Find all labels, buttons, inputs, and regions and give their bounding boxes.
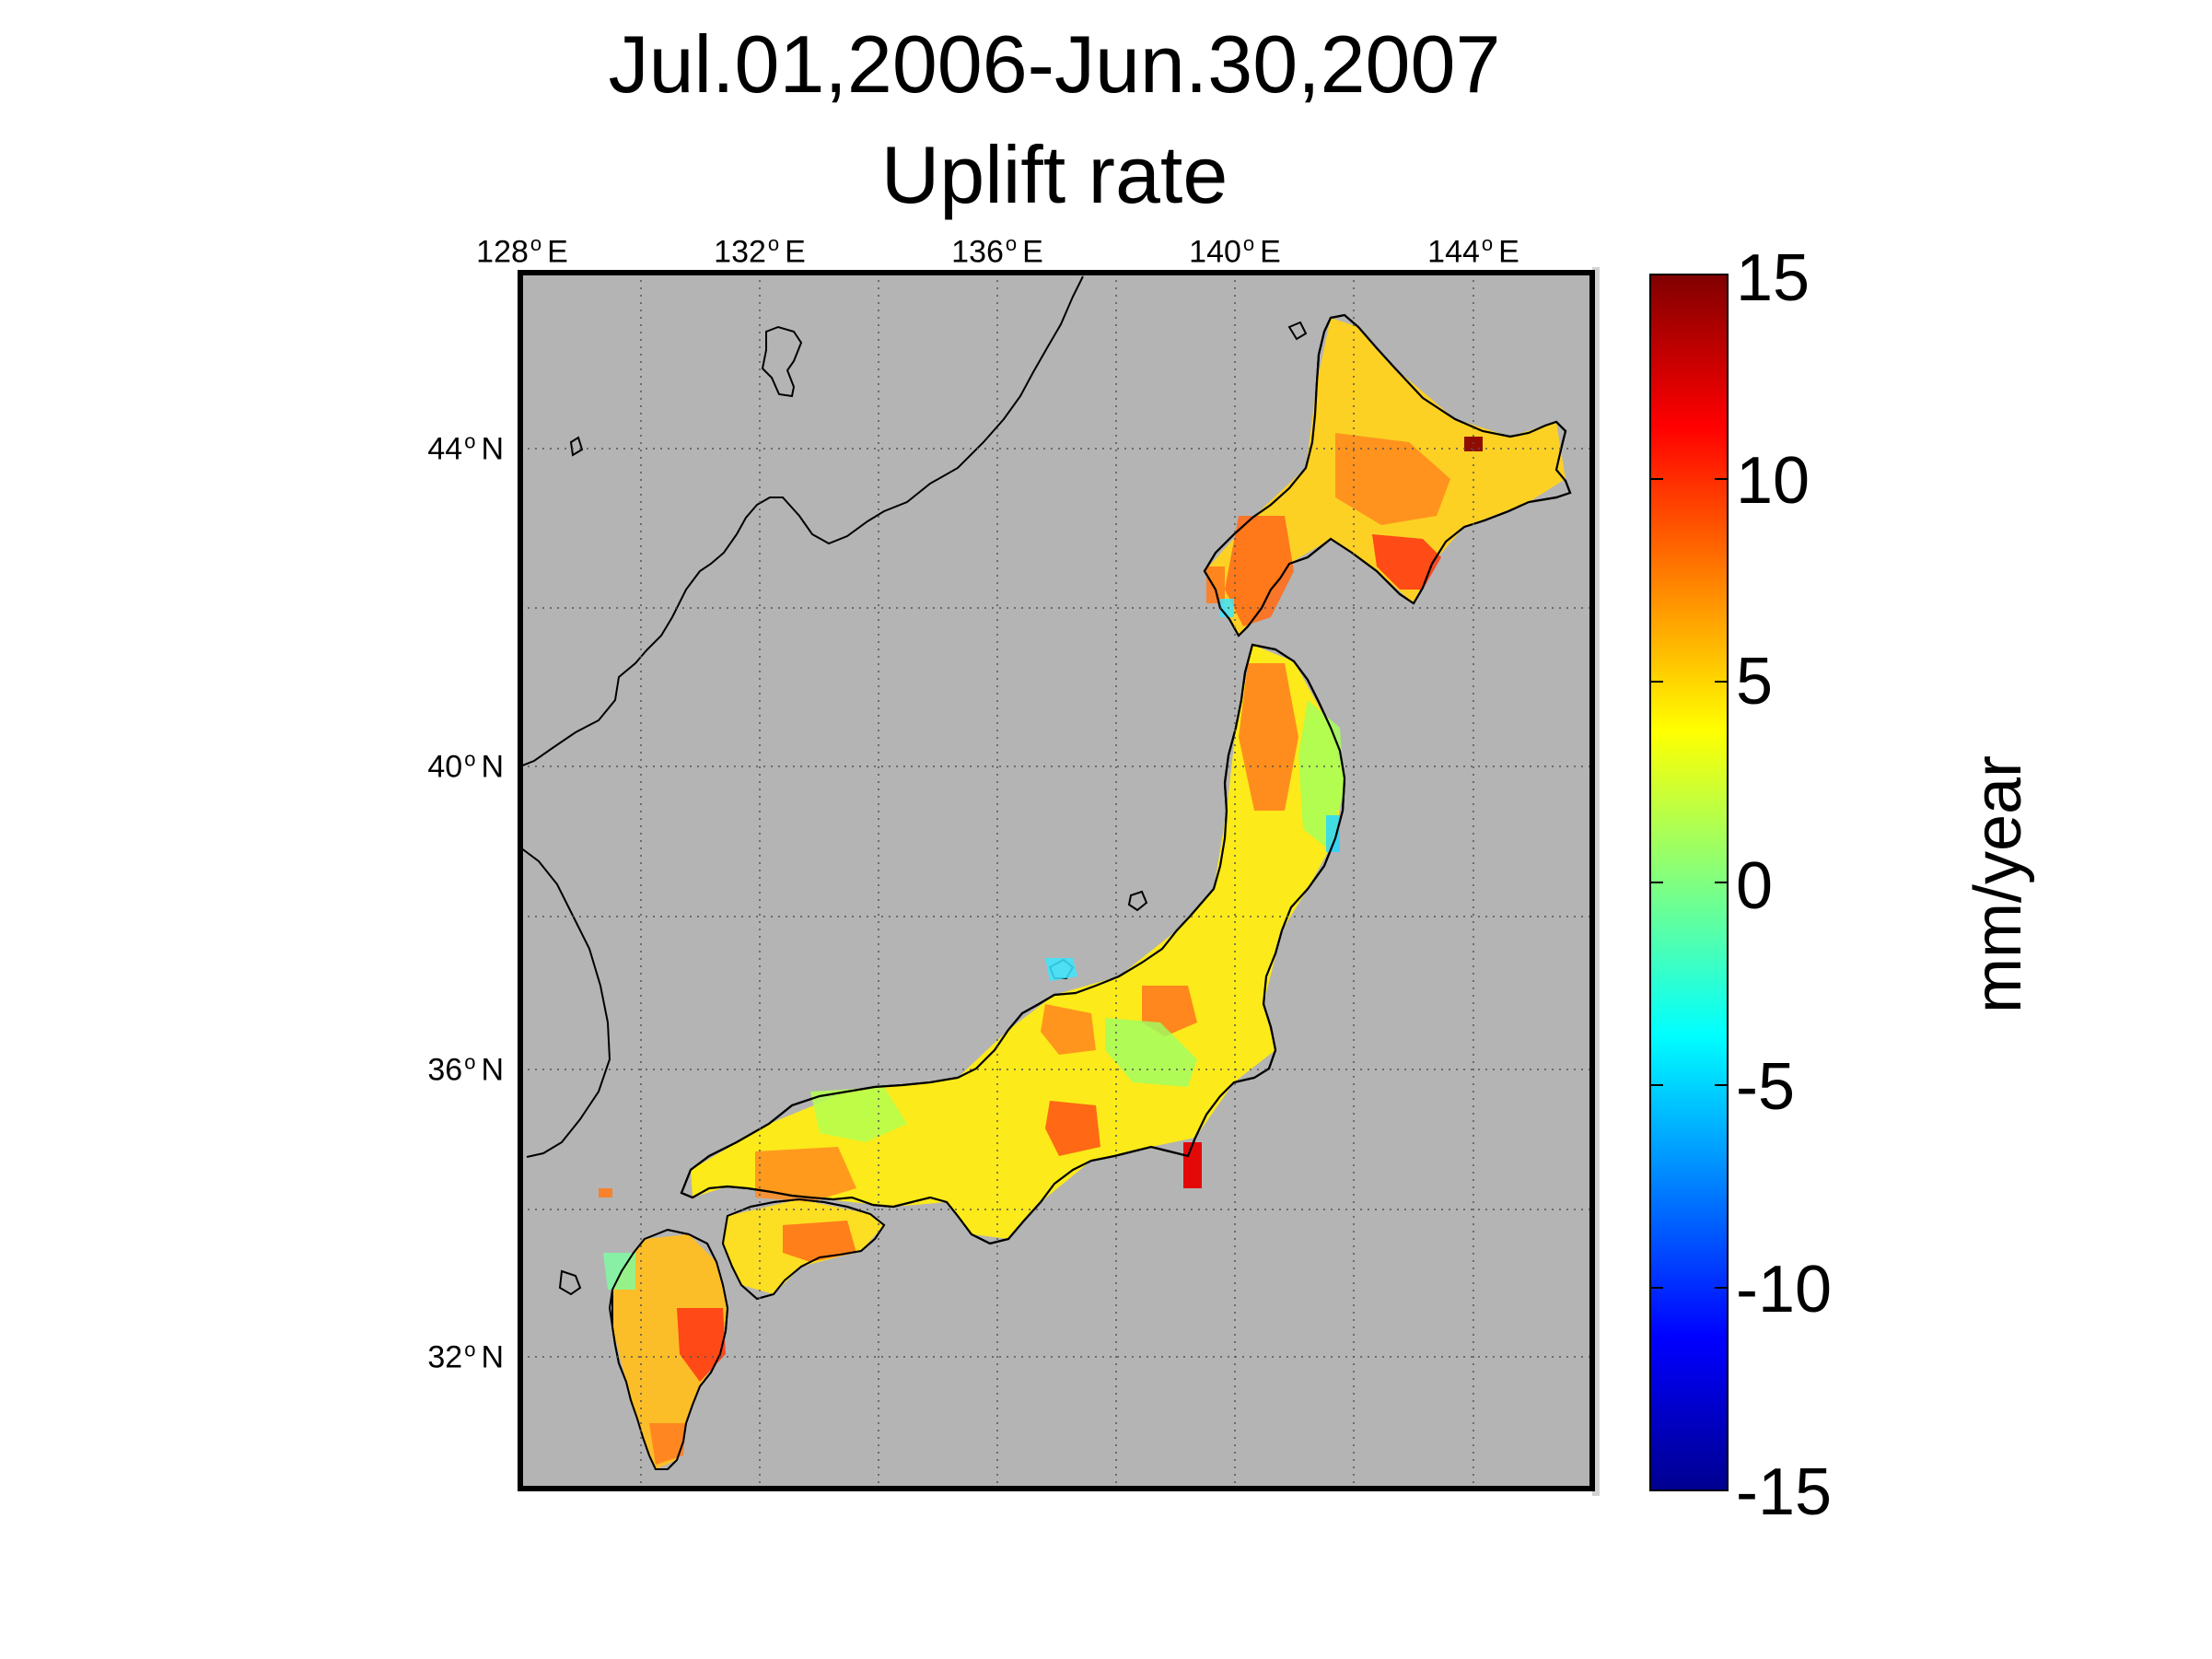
uplift-patch	[649, 1423, 686, 1465]
uplift-patch	[599, 1188, 612, 1198]
kyushu-coastline	[611, 1228, 729, 1470]
degree-mark: o	[464, 1050, 476, 1074]
colorbar-tick-label: 10	[1736, 444, 1810, 518]
degree-mark: o	[1242, 232, 1255, 255]
uplift-raster	[599, 318, 1566, 1469]
lon-tick-136: 136o E	[951, 232, 1043, 270]
uplift-patch	[1239, 663, 1298, 811]
lon-tick-hemisphere: E	[1498, 234, 1519, 270]
uplift-patch	[1225, 516, 1294, 626]
lon-tick-132: 132o E	[714, 232, 806, 270]
uplift-patch	[1220, 599, 1234, 617]
lat-tick-36: 36o N	[427, 1050, 504, 1088]
colorbar-ticks	[1650, 478, 1728, 1289]
island-coastline	[569, 436, 584, 457]
uplift-patch	[783, 1221, 856, 1262]
graticule	[520, 273, 1592, 1489]
lon-tick-hemisphere: E	[1022, 234, 1043, 270]
uplift-patch	[1326, 815, 1340, 852]
map-edge-shade	[1592, 267, 1600, 1496]
degree-mark: o	[1481, 232, 1494, 255]
island-coastline	[1287, 321, 1308, 341]
uplift-patch	[1206, 567, 1225, 603]
uplift-patch	[691, 645, 1345, 1239]
shikoku-coastline	[721, 1198, 886, 1301]
colorbar-unit-label: mm/year	[1962, 754, 2036, 1014]
lat-tick-hemisphere: N	[481, 749, 504, 785]
lat-tick-40: 40o N	[427, 747, 504, 785]
lon-tick-hemisphere: E	[1260, 234, 1281, 270]
uplift-patch	[755, 1147, 856, 1202]
uplift-patch	[612, 1234, 728, 1469]
colorbar-tick-label: 0	[1736, 849, 1774, 923]
lat-tick-44: 44o N	[427, 429, 504, 467]
island-coastline	[1127, 890, 1148, 912]
lon-tick-value: 128	[476, 234, 529, 270]
lat-tick-value: 32	[427, 1339, 463, 1375]
colorbar-tick-label: -10	[1736, 1253, 1833, 1326]
uplift-patch	[1372, 534, 1441, 590]
uplift-patch	[1183, 1142, 1202, 1188]
uplift-patch	[1041, 1004, 1096, 1055]
lon-tick-144: 144o E	[1427, 232, 1519, 270]
map-frame	[518, 270, 1595, 1491]
degree-mark: o	[464, 747, 476, 771]
map-title-line-2: Uplift rate	[880, 129, 1228, 220]
colorbar-tick-label: -5	[1736, 1050, 1796, 1124]
lat-tick-value: 36	[427, 1052, 463, 1088]
degree-mark: o	[530, 232, 542, 255]
degree-mark: o	[464, 429, 476, 453]
lon-tick-value: 140	[1189, 234, 1241, 270]
lon-tick-128: 128o E	[476, 232, 568, 270]
colorbar-tick-label: 15	[1736, 241, 1810, 315]
lon-tick-hemisphere: E	[547, 234, 568, 270]
map-title-line-1: Jul.01,2006-Jun.30,2007	[608, 18, 1501, 110]
colorbar-tick-label: 5	[1736, 645, 1774, 719]
degree-mark: o	[1005, 232, 1018, 255]
lat-tick-32: 32o N	[427, 1338, 504, 1375]
sakhalin-coastline	[761, 325, 803, 398]
hokkaido-coastline	[1203, 313, 1572, 637]
lat-tick-value: 40	[427, 749, 463, 785]
uplift-patch	[1298, 700, 1345, 847]
colorbar-tick-label: -15	[1736, 1455, 1833, 1529]
korea-coastline	[520, 847, 611, 1158]
uplift-patch	[1045, 958, 1077, 981]
uplift-patch	[1045, 1101, 1100, 1156]
lon-tick-hemisphere: E	[785, 234, 806, 270]
lat-tick-hemisphere: N	[481, 1052, 504, 1088]
lon-tick-value: 132	[714, 234, 766, 270]
uplift-patch	[677, 1308, 726, 1382]
uplift-patch	[810, 1087, 907, 1142]
uplift-patch	[1335, 433, 1450, 525]
lon-tick-140: 140o E	[1189, 232, 1281, 270]
lon-tick-value: 144	[1427, 234, 1480, 270]
uplift-patch	[1105, 1018, 1197, 1087]
lat-tick-hemisphere: N	[481, 1339, 504, 1375]
degree-mark: o	[767, 232, 780, 255]
lat-tick-value: 44	[427, 431, 463, 467]
mainland-coastline	[520, 275, 1084, 767]
honshu-coastline	[680, 643, 1346, 1245]
island-coastline	[558, 1269, 582, 1296]
lon-tick-value: 136	[951, 234, 1004, 270]
lat-tick-hemisphere: N	[481, 431, 504, 467]
degree-mark: o	[464, 1338, 476, 1361]
